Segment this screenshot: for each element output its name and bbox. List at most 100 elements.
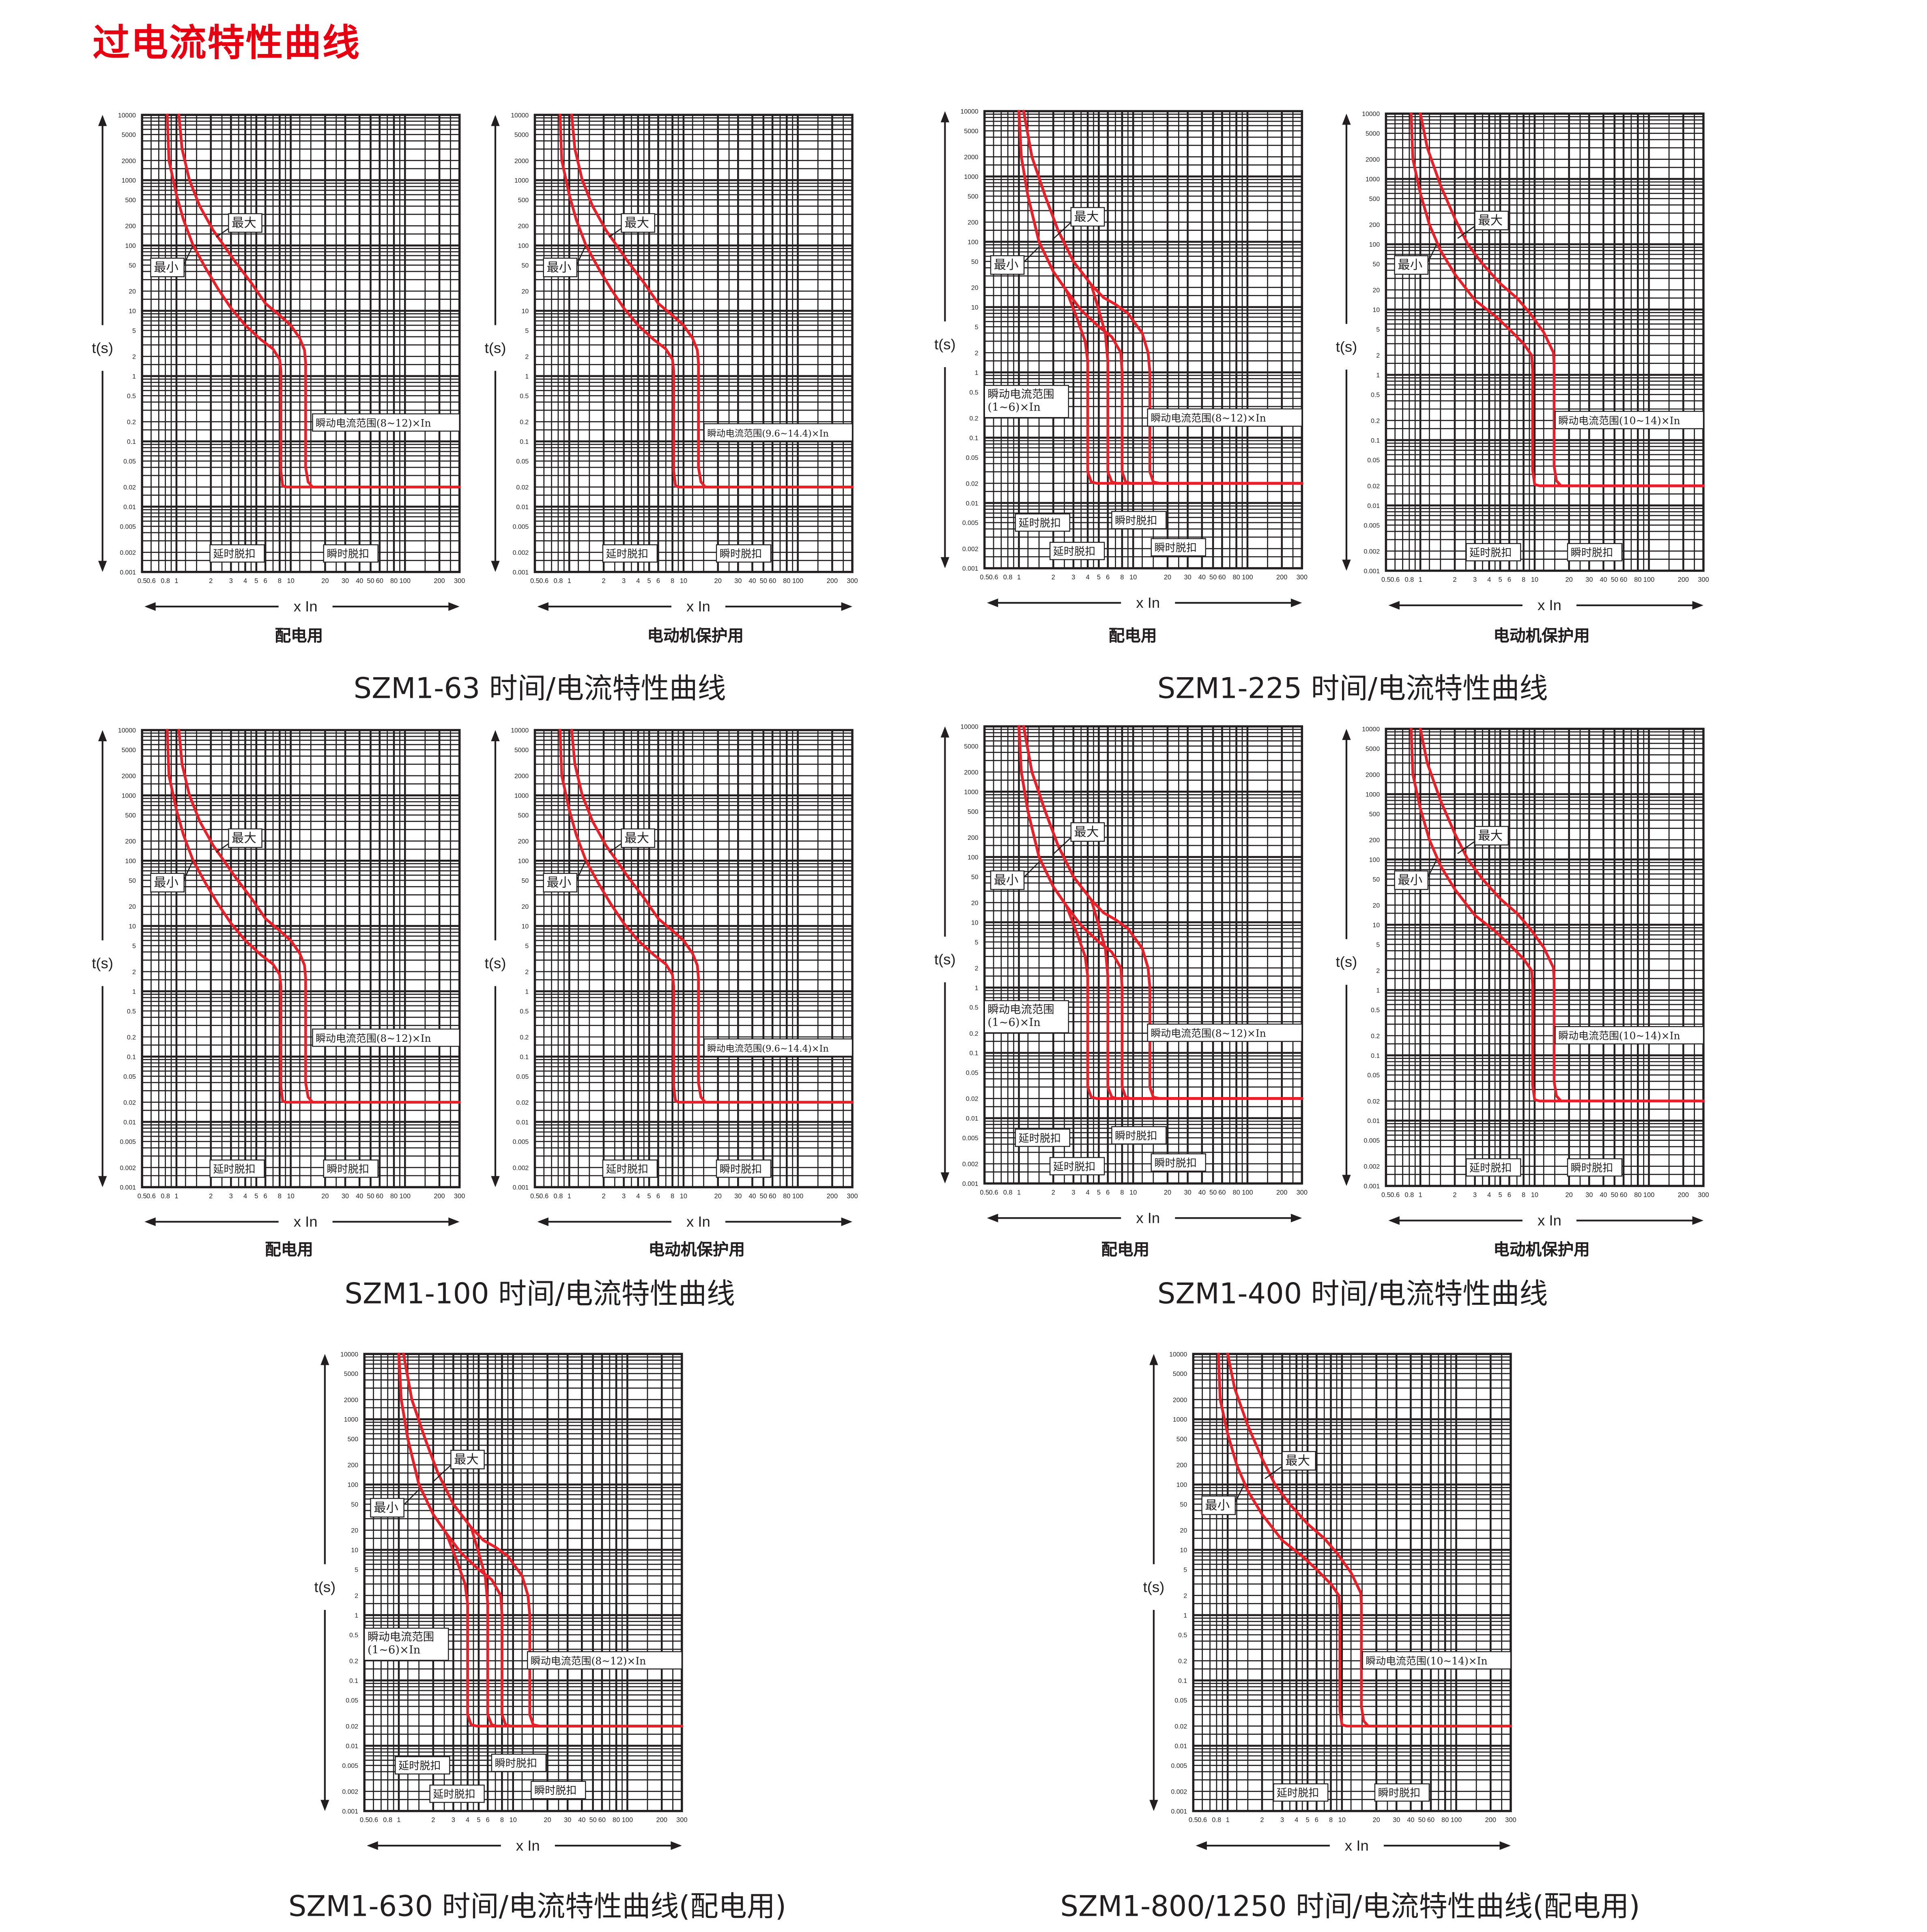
x-tick-label: 0.5 [1381, 576, 1391, 583]
y-tick-label: 10 [971, 919, 979, 926]
x-axis-label: x In [516, 1837, 540, 1854]
y-tick-label: 10000 [1362, 726, 1380, 733]
arrow-right-icon [1692, 1216, 1703, 1225]
instant-trip-label-box [531, 1781, 586, 1799]
x-tick-label: 5 [1097, 574, 1101, 581]
x-tick-label: 0.6 [539, 1193, 548, 1200]
y-tick-label: 100 [348, 1482, 359, 1489]
delay-trip-label-box [1273, 1783, 1329, 1802]
max-leader-line [1052, 222, 1071, 240]
y-tick-label: 500 [518, 197, 529, 204]
instant-range-label-text: 瞬动电流范围(9.6~14.4)×In [707, 1043, 829, 1054]
y-tick-label: 5000 [1173, 1371, 1187, 1378]
y-tick-label: 0.001 [962, 566, 979, 572]
arrow-right-icon [1499, 1841, 1511, 1850]
x-tick-label: 0.6 [369, 1816, 378, 1824]
min-label-text: 最小 [1398, 873, 1422, 888]
instant-range-label-box [1555, 411, 1704, 429]
x-tick-label: 10 [1129, 574, 1137, 581]
min-label-box [990, 255, 1025, 275]
x-tick-label: 3 [622, 577, 626, 585]
instant-trip-label-text: 瞬时脱扣 [720, 1164, 762, 1176]
plot-area: 100005000200010005002001005020105210.50.… [92, 112, 465, 615]
max-label: 最大 [1474, 826, 1509, 846]
arrow-left-icon [367, 1841, 378, 1850]
y-tick-label: 0.5 [970, 389, 979, 396]
y-tick-label: 200 [125, 223, 136, 230]
x-tick-label: 1 [174, 577, 178, 585]
y-axis-label: t(s) [1143, 1579, 1165, 1595]
x-tick-label: 3 [1071, 574, 1075, 581]
time-current-chart: 100005000200010005002001005020105210.50.… [1143, 1351, 1516, 1854]
delay-trip-label-box [602, 544, 658, 563]
y-tick-label: 0.1 [1178, 1678, 1187, 1685]
max-label-box [1282, 1451, 1316, 1471]
y-tick-label: 2000 [1366, 157, 1380, 164]
min-label: 最小 [370, 1498, 404, 1518]
x-tick-label: 6 [656, 577, 660, 585]
plot-frame [983, 725, 1303, 1185]
y-tick-label: 500 [1176, 1436, 1187, 1443]
x-tick-label: 0.8 [161, 577, 170, 585]
trip-curve-2 [397, 1352, 684, 1728]
y-tick-label: 20 [1373, 902, 1380, 909]
trip-curve-2 [1017, 110, 1303, 485]
x-tick-label: 10 [510, 1816, 517, 1824]
y-tick-label: 0.02 [966, 1096, 979, 1103]
x-tick-label: 300 [676, 1816, 687, 1824]
y-tick-label: 0.01 [1174, 1743, 1187, 1750]
delay-trip-label-text: 延时脱扣 [606, 548, 649, 560]
x-tick-label: 1 [568, 577, 571, 585]
instant-trip-label-text: 瞬时脱扣 [327, 1164, 369, 1176]
chart-subtitle: 电动机保护用 [1493, 627, 1590, 646]
y-tick-label: 1 [1376, 987, 1380, 994]
x-tick-label: 2 [1453, 1192, 1456, 1199]
delay-trip-label: 延时脱扣 [1015, 513, 1071, 532]
x-tick-label: 0.5 [980, 574, 989, 581]
y-tick-label: 2000 [122, 158, 136, 165]
delay-trip-label: 延时脱扣 [395, 1756, 450, 1775]
y-tick-label: 1000 [344, 1416, 358, 1423]
arrow-right-icon [448, 1217, 460, 1226]
y-tick-label: 0.02 [966, 480, 979, 487]
trip-curve-1 [166, 729, 461, 1104]
x-tick-label: 5 [647, 577, 651, 585]
y-tick-label: 500 [125, 197, 136, 204]
y-tick-label: 5000 [964, 743, 978, 750]
arrow-down-icon [940, 557, 950, 568]
y-tick-label: 1 [525, 373, 529, 380]
x-tick-label: 2 [1260, 1816, 1264, 1824]
plot-background [1193, 1354, 1511, 1811]
chart-subtitle: 配电用 [1101, 1241, 1150, 1260]
y-tick-label: 1000 [514, 177, 529, 184]
x-tick-label: 300 [454, 1193, 465, 1200]
y-tick-label: 500 [1369, 811, 1380, 818]
delay-trip-label-box [209, 544, 265, 563]
x-tick-label: 3 [1071, 1189, 1075, 1196]
x-tick-label: 1 [174, 1193, 178, 1200]
trip-curve-2 [1226, 1352, 1512, 1728]
min-label-text: 最小 [994, 258, 1019, 272]
x-tick-label: 1 [1017, 574, 1021, 581]
y-tick-label: 0.2 [970, 415, 979, 422]
trip-curve-4 [402, 1352, 684, 1728]
time-current-chart: 100005000200010005002001005020105210.50.… [92, 112, 465, 615]
min-label-box [1201, 1495, 1236, 1515]
x-tick-label: 200 [434, 1193, 445, 1200]
max-label-text: 最大 [624, 216, 649, 230]
y-tick-label: 500 [1369, 196, 1380, 203]
x-tick-label: 6 [264, 577, 267, 585]
instant-range-label-box [984, 385, 1069, 418]
x-tick-label: 30 [734, 1193, 742, 1200]
x-tick-label: 300 [1505, 1816, 1516, 1824]
x-tick-label: 60 [1620, 576, 1627, 583]
x-tick-label: 1 [1226, 1816, 1230, 1824]
max-leader-line [609, 843, 622, 853]
x-tick-label: 100 [1643, 576, 1654, 583]
x-tick-label: 8 [278, 577, 282, 585]
y-tick-label: 20 [522, 904, 529, 910]
y-tick-label: 0.002 [1364, 548, 1380, 555]
y-tick-label: 0.2 [520, 419, 529, 426]
arrow-left-icon [144, 602, 156, 611]
delay-trip-label: 延时脱扣 [1015, 1128, 1071, 1147]
